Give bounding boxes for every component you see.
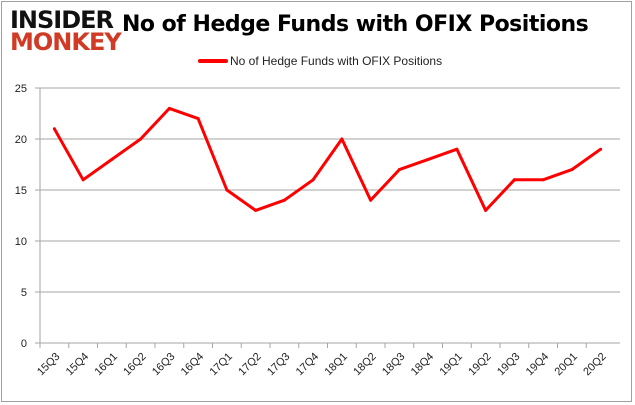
x-tick-label: 19Q2 — [466, 351, 494, 379]
data-point — [81, 178, 85, 182]
data-point — [340, 137, 344, 141]
legend: No of Hedge Funds with OFIX Positions — [198, 54, 442, 68]
y-tick-label: 10 — [15, 236, 27, 248]
x-tick-label: 19Q4 — [524, 351, 552, 379]
x-tick-label: 17Q1 — [207, 351, 235, 379]
x-tick-label: 18Q3 — [380, 351, 408, 379]
x-tick-label: 15Q3 — [35, 351, 63, 379]
series-line — [53, 106, 602, 212]
data-point — [541, 178, 545, 182]
x-tick-label: 17Q3 — [265, 351, 293, 379]
data-point — [196, 117, 200, 121]
x-tick-label: 16Q2 — [121, 351, 149, 379]
data-point — [599, 147, 603, 151]
data-point — [52, 127, 56, 131]
y-tick-label: 25 — [15, 83, 27, 95]
x-tick-label: 17Q2 — [236, 351, 264, 379]
legend-label: No of Hedge Funds with OFIX Positions — [230, 54, 443, 68]
data-point — [512, 178, 516, 182]
x-tick-label: 18Q4 — [409, 351, 437, 379]
data-point — [397, 168, 401, 172]
data-point — [455, 147, 459, 151]
data-point — [311, 178, 315, 182]
data-point — [282, 198, 286, 202]
data-point — [484, 208, 488, 212]
logo-monkey: MONKEY — [10, 28, 122, 56]
x-tick-label: 18Q2 — [351, 351, 379, 379]
x-tick-label: 16Q1 — [92, 351, 120, 379]
y-tick-label: 15 — [15, 185, 27, 197]
y-tick-label: 5 — [21, 287, 27, 299]
data-point — [570, 168, 574, 172]
y-tick-label: 0 — [21, 338, 27, 350]
data-point — [110, 157, 114, 161]
data-point — [225, 188, 229, 192]
data-point — [167, 106, 171, 110]
x-tick-label: 20Q2 — [581, 351, 609, 379]
data-point — [369, 198, 373, 202]
y-tick-label: 20 — [15, 134, 27, 146]
x-tick-label: 19Q1 — [437, 351, 465, 379]
chart-title: No of Hedge Funds with OFIX Positions — [122, 12, 589, 37]
data-point — [139, 137, 143, 141]
logo-insider: INSIDER — [10, 6, 114, 34]
x-tick-label: 16Q4 — [179, 351, 207, 379]
x-tick-label: 18Q1 — [322, 351, 350, 379]
x-tick-label: 20Q1 — [552, 351, 580, 379]
x-tick-label: 16Q3 — [150, 351, 178, 379]
x-tick-label: 17Q4 — [294, 351, 322, 379]
data-point — [254, 208, 258, 212]
data-point — [426, 157, 430, 161]
x-tick-label: 19Q3 — [495, 351, 523, 379]
x-tick-label: 15Q4 — [64, 351, 92, 379]
legend-swatch — [198, 59, 228, 63]
